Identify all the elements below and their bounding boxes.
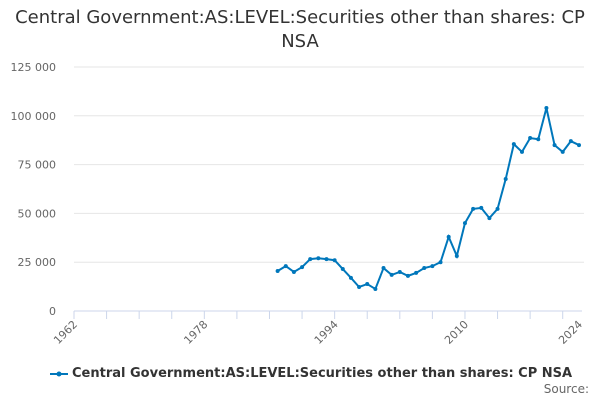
data-point [462, 221, 467, 226]
data-point [348, 275, 353, 280]
x-tick-label: 2024 [556, 318, 585, 347]
data-point [381, 266, 386, 271]
data-point [283, 264, 288, 269]
data-point [414, 270, 419, 275]
data-point [291, 269, 296, 274]
data-point [300, 265, 305, 270]
data-point [544, 105, 549, 110]
data-point [577, 143, 581, 148]
data-point [511, 142, 516, 147]
data-point [430, 264, 435, 269]
data-point [397, 269, 402, 274]
data-point [365, 282, 370, 287]
data-point [405, 273, 410, 278]
x-tick-label: 1978 [181, 318, 210, 347]
y-tick-label: 100 000 [11, 110, 57, 123]
x-tick-label: 2010 [442, 318, 471, 347]
data-point [519, 149, 524, 154]
data-point [438, 260, 443, 265]
source-label: Source: [543, 382, 589, 396]
data-point [479, 205, 484, 210]
chart-title: Central Government:AS:LEVEL:Securities o… [15, 7, 585, 52]
data-point [446, 234, 451, 239]
legend-line-icon [50, 371, 68, 376]
x-tick-label: 1994 [312, 318, 341, 347]
data-point [332, 258, 337, 263]
y-tick-label: 125 000 [11, 61, 57, 74]
data-point [495, 206, 500, 211]
y-tick-label: 50 000 [18, 207, 57, 220]
data-point [560, 149, 565, 154]
data-point [275, 268, 280, 273]
data-point [373, 286, 378, 291]
legend-item[interactable]: Central Government:AS:LEVEL:Securities o… [50, 366, 572, 381]
y-tick-label: 25 000 [18, 256, 57, 269]
x-tick-label: 1962 [51, 318, 80, 347]
data-point [528, 136, 533, 141]
data-point [389, 272, 394, 277]
data-point [471, 206, 476, 211]
legend-label: Central Government:AS:LEVEL:Securities o… [72, 366, 573, 381]
data-point [422, 266, 427, 271]
data-point [454, 253, 459, 258]
data-point [357, 284, 362, 289]
data-point [316, 256, 321, 261]
data-point [568, 139, 573, 144]
data-point [503, 177, 508, 182]
data-point [340, 267, 345, 272]
y-tick-label: 0 [49, 305, 56, 318]
y-tick-label: 75 000 [18, 159, 57, 172]
data-point [308, 257, 313, 262]
data-point [536, 137, 541, 142]
data-point [552, 143, 557, 148]
data-point [324, 257, 329, 262]
data-point [487, 216, 492, 221]
